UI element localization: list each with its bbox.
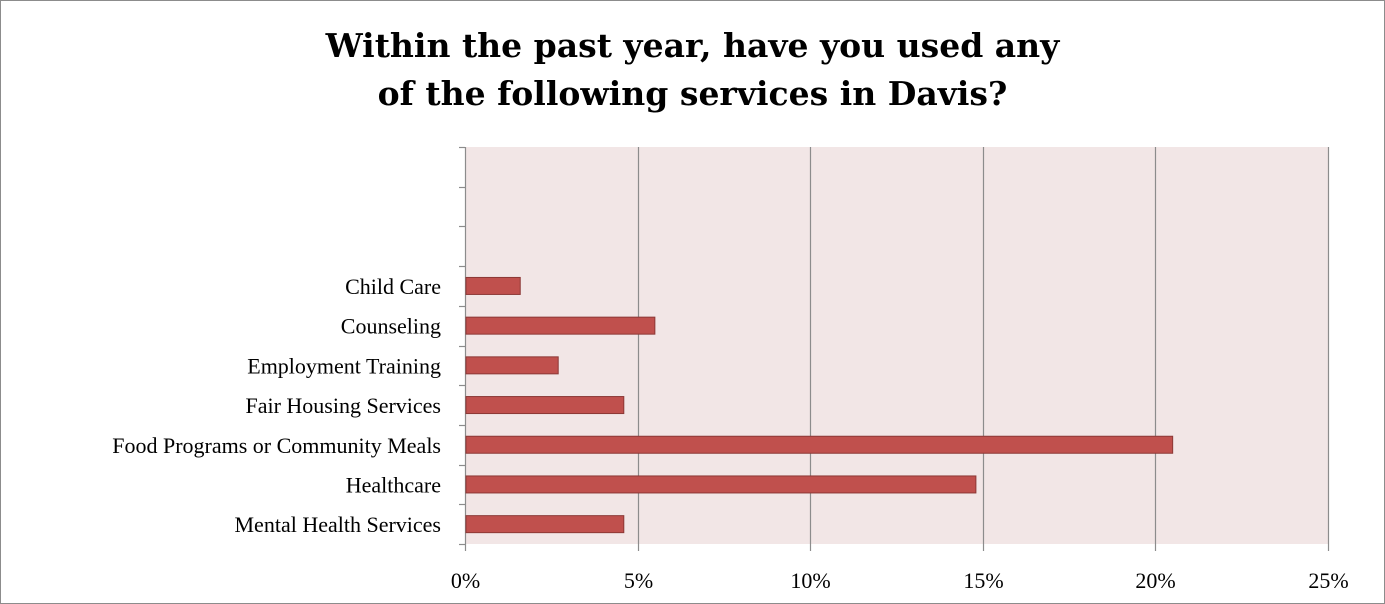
category-label: Fair Housing Services	[245, 393, 441, 418]
bar	[465, 396, 625, 415]
x-tick-label: 20%	[1135, 568, 1175, 593]
bar	[465, 435, 1174, 454]
bar	[465, 316, 656, 335]
category-label: Mental Health Services	[235, 512, 442, 537]
bar	[465, 356, 559, 375]
x-tick-label: 15%	[963, 568, 1003, 593]
x-tick-label: 10%	[790, 568, 830, 593]
category-label: Counseling	[341, 314, 441, 339]
category-label: Food Programs or Community Meals	[112, 433, 441, 458]
x-tick-label: 0%	[451, 568, 480, 593]
category-label: Child Care	[345, 274, 441, 299]
x-tick-label: 25%	[1308, 568, 1348, 593]
category-label: Employment Training	[247, 353, 441, 378]
chart-title-line-2: of the following services in Davis?	[377, 74, 1008, 113]
chart-title-line-1: Within the past year, have you used any	[325, 26, 1060, 65]
x-tick-label: 5%	[624, 568, 653, 593]
bar	[465, 515, 625, 534]
bar	[465, 276, 521, 295]
bar	[465, 475, 977, 494]
chart-title: Within the past year, have you used any …	[0, 22, 1385, 118]
category-label: Healthcare	[346, 472, 441, 497]
